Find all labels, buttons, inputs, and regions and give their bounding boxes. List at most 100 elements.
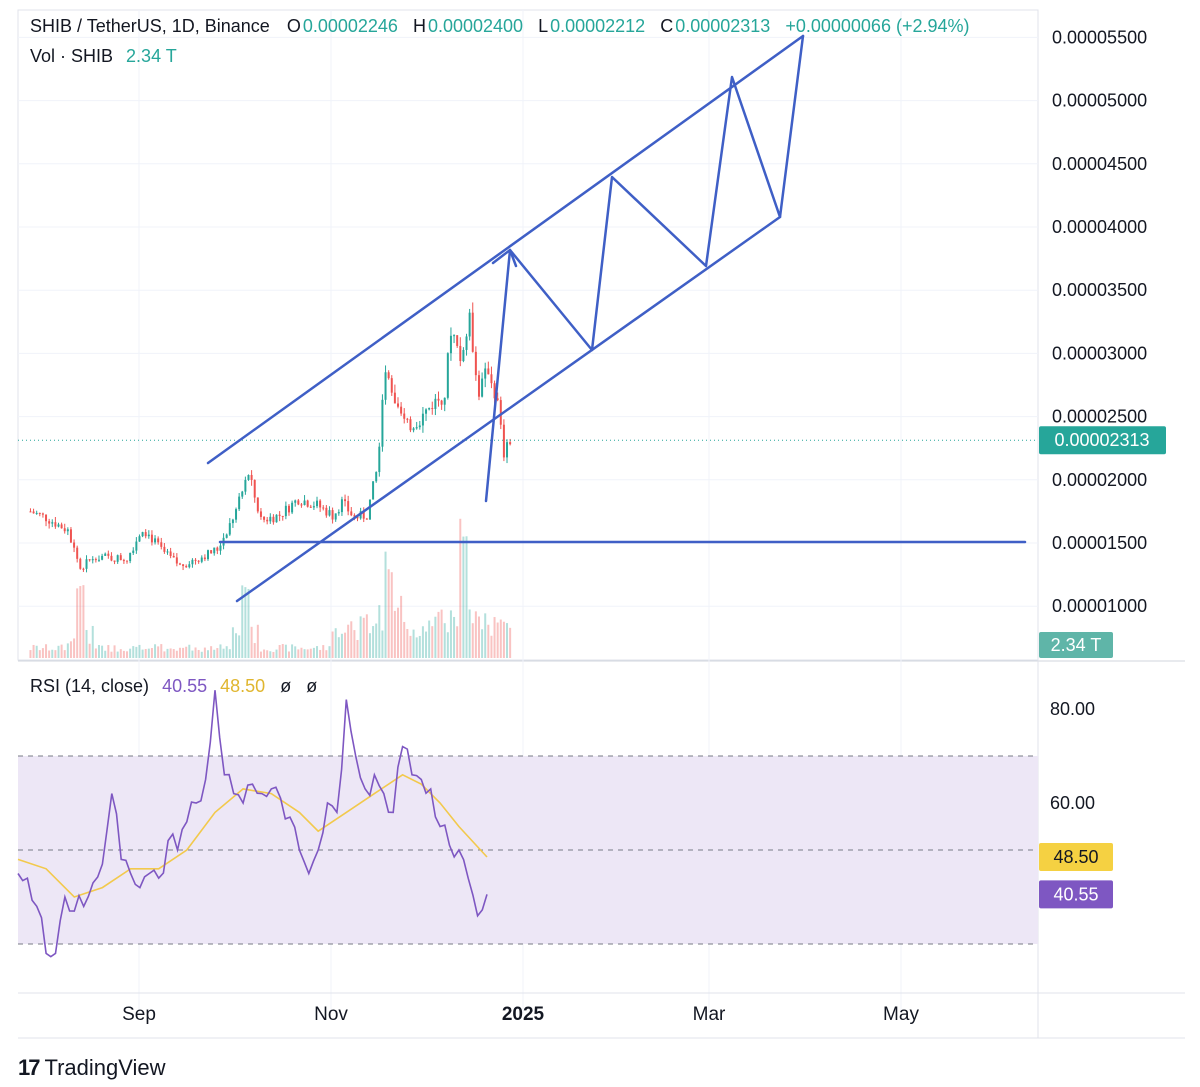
candle-body-25 [107,553,110,556]
candle-body-0 [29,511,32,513]
volume-bar-140 [465,536,468,658]
candle-body-81 [281,515,284,517]
volume-bar-16 [79,586,82,658]
volume-bar-103 [350,621,353,658]
volume-bar-114 [384,551,387,658]
volume-bar-84 [291,644,294,658]
candle-body-1 [32,511,35,514]
candle-body-21 [94,559,97,561]
candle-body-69 [244,479,247,492]
candle-body-133 [443,397,446,405]
candle-body-86 [297,500,300,505]
candle-body-3 [38,512,41,514]
volume-bar-107 [362,617,365,658]
candle-body-76 [266,519,269,522]
volume-bar-95 [325,650,328,658]
candle-body-140 [465,336,468,350]
volume-bar-154 [509,627,512,658]
time-axis-tick-0: Sep [122,1004,156,1025]
candle-body-130 [434,398,437,409]
candle-body-125 [418,425,421,428]
candles-group [29,302,512,573]
tradingview-brand-text: TradingView [44,1055,166,1080]
volume-bar-30 [122,650,125,658]
volume-bar-147 [487,624,490,658]
candle-body-118 [397,403,399,407]
ohlc-open-value: 0.00002246 [302,16,398,36]
candle-body-35 [138,536,141,542]
volume-bar-87 [300,647,303,658]
volume-bar-80 [278,645,281,658]
volume-bar-19 [88,643,91,658]
volume-bar-3 [38,650,41,658]
volume-bar-97 [331,631,334,658]
volume-bar-104 [353,630,356,658]
candle-body-42 [160,542,163,547]
volume-bar-4 [41,648,44,658]
volume-bar-100 [340,633,343,658]
volume-bar-91 [312,647,315,658]
volume-bar-22 [97,645,100,658]
candle-body-150 [496,398,499,401]
volume-bar-35 [138,644,141,658]
volume-bar-6 [48,650,51,658]
candle-body-49 [182,564,185,567]
volume-bar-86 [297,649,300,658]
candle-body-109 [368,499,371,520]
volume-bar-135 [449,610,452,658]
volume-bar-110 [372,626,375,658]
volume-bar-50 [185,646,188,658]
candle-body-47 [175,557,178,564]
candle-body-102 [347,501,350,512]
candle-body-117 [393,392,396,404]
tradingview-logo[interactable]: 17 TradingView [18,1055,166,1081]
candle-body-93 [319,500,322,508]
candle-body-36 [141,532,144,537]
volume-bar-37 [144,648,147,658]
rsi-ma-line [17,773,488,898]
candle-body-111 [375,472,378,482]
candle-body-70 [247,474,250,480]
candle-body-120 [403,413,406,419]
volume-bar-142 [471,623,474,658]
candle-body-74 [259,511,262,517]
volume-bar-34 [135,646,138,658]
ohlc-low-label: L [538,16,549,36]
volume-bar-124 [415,637,418,658]
volume-bar-129 [431,626,434,658]
candle-body-129 [431,408,434,410]
volume-bar-112 [378,605,381,658]
rsi-line [17,690,488,958]
rsi-axis-tick-1: 80.00 [1050,699,1095,719]
candle-body-82 [284,505,287,517]
volume-bar-106 [359,616,362,658]
ohlc-close-value: 0.00002313 [675,16,771,36]
volume-badge [1039,632,1113,658]
candle-body-12 [66,529,69,532]
volume-bar-0 [29,650,32,658]
candle-body-83 [287,505,290,513]
volume-bar-122 [409,635,412,658]
price-axis-tick-2: 0.00002000 [1052,470,1147,490]
candle-body-33 [132,550,135,553]
volume-bar-9 [57,645,60,658]
volume-bar-73 [256,624,259,658]
candle-body-96 [328,510,331,516]
channel-upper-trendline [206,34,805,465]
volume-bar-12 [66,643,69,658]
volume-bar-39 [150,648,153,658]
candle-body-40 [154,538,157,543]
volume-bar-78 [272,651,275,658]
volume-bar-38 [147,648,150,658]
volume-bar-10 [60,644,63,658]
candle-body-121 [406,418,409,420]
main-pane-frame [17,9,1039,661]
candle-body-73 [256,497,259,512]
candle-body-138 [459,345,462,362]
candle-body-153 [506,442,509,458]
volume-bar-117 [393,610,396,658]
volume-label: Vol · SHIB [30,46,114,66]
candle-body-14 [73,542,76,548]
volume-bar-25 [107,645,110,658]
